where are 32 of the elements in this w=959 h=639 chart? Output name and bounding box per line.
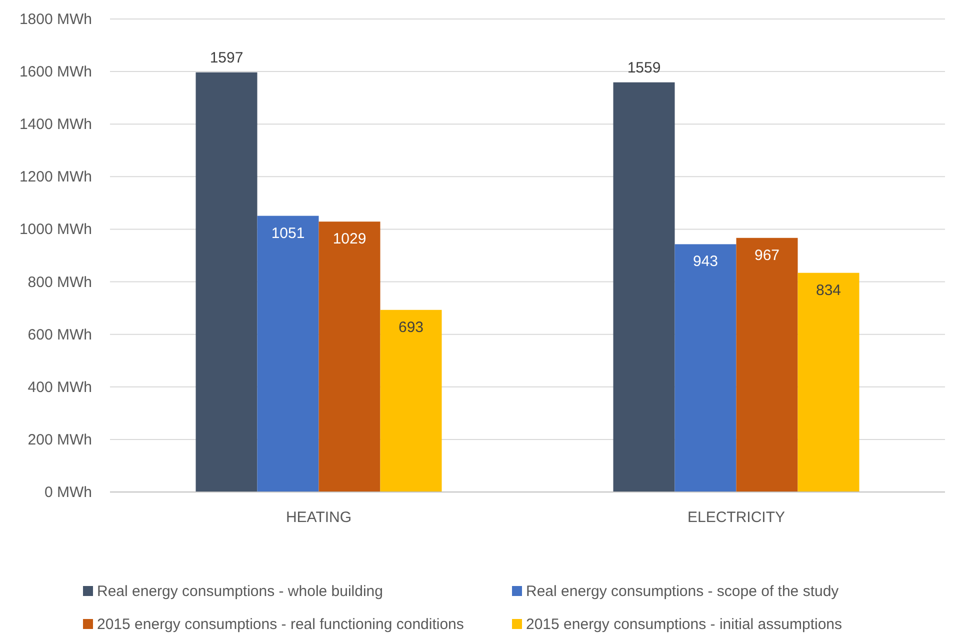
y-tick-label: 1200 MWh xyxy=(19,168,92,186)
x-tick-label: ELECTRICITY xyxy=(687,509,786,526)
bar xyxy=(380,310,442,492)
data-label: 1559 xyxy=(627,59,661,76)
legend-label: Real energy consumptions - whole building xyxy=(97,583,383,600)
bar xyxy=(798,272,860,492)
y-tick-label: 1600 MWh xyxy=(19,64,92,81)
data-label: 1029 xyxy=(332,230,366,248)
legend-label: 2015 energy consumptions - initial assumptions xyxy=(526,616,842,633)
legend-label: 2015 energy consumptions - real functioning conditions xyxy=(97,616,464,633)
y-tick-label: 600 MWh xyxy=(28,326,92,344)
data-label: 943 xyxy=(692,253,718,270)
y-tick-label: 800 MWh xyxy=(28,274,92,291)
bar xyxy=(674,244,736,492)
bar xyxy=(613,82,675,492)
data-label: 1597 xyxy=(210,49,244,66)
y-tick-label: 400 MWh xyxy=(28,378,92,396)
data-label: 1051 xyxy=(271,224,305,242)
data-label: 834 xyxy=(816,282,842,299)
y-tick-label: 1000 MWh xyxy=(19,221,92,238)
y-tick-label: 200 MWh xyxy=(28,431,92,448)
bar xyxy=(318,222,380,492)
bar xyxy=(196,72,258,492)
bar xyxy=(736,238,798,492)
data-label: 693 xyxy=(398,318,424,336)
x-tick-label: HEATING xyxy=(286,509,352,526)
bar xyxy=(257,216,319,492)
y-tick-label: 1400 MWh xyxy=(19,116,92,134)
y-tick-label: 0 MWh xyxy=(44,484,92,501)
y-tick-label: 1800 MWh xyxy=(19,11,92,28)
data-label: 967 xyxy=(754,246,780,264)
legend-label: Real energy consumptions - scope of the study xyxy=(526,583,840,600)
